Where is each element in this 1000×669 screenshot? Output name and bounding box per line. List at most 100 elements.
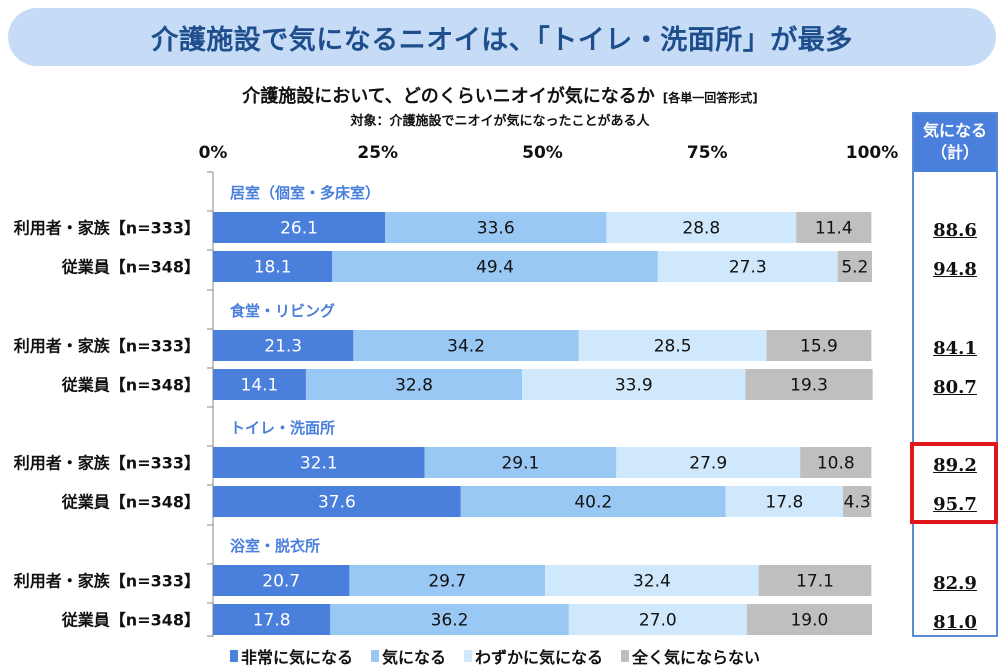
total-header-line2: （計） bbox=[930, 143, 979, 162]
bar-segment bbox=[213, 604, 331, 635]
data-label: 32.4 bbox=[633, 572, 671, 592]
bar-segment bbox=[568, 604, 747, 635]
bar-segment bbox=[305, 369, 523, 400]
legend-swatch bbox=[464, 650, 473, 662]
bar-segment bbox=[332, 251, 658, 282]
bar-segment bbox=[330, 604, 569, 635]
bar-segment bbox=[758, 565, 872, 596]
group-label: トイレ・洗面所 bbox=[230, 419, 335, 437]
data-label: 21.3 bbox=[264, 337, 302, 357]
legend-item: 気になる bbox=[371, 644, 446, 668]
data-label: 19.0 bbox=[790, 611, 828, 631]
row-label: 利用者・家族【n=333】 bbox=[14, 454, 200, 473]
bar-segment bbox=[800, 447, 872, 478]
target-description: 対象：介護施設でニオイが気になったことがある人 bbox=[350, 114, 650, 129]
data-label: 14.1 bbox=[241, 376, 279, 396]
data-label: 49.4 bbox=[476, 258, 514, 278]
bar-segment bbox=[213, 447, 425, 478]
total-value: 95.7 bbox=[933, 494, 977, 515]
bar-segment bbox=[213, 369, 306, 400]
bar-segment bbox=[213, 330, 354, 361]
bar-segment bbox=[213, 212, 385, 243]
data-label: 29.1 bbox=[501, 454, 539, 474]
row-label: 従業員【n=348】 bbox=[61, 493, 200, 512]
legend-label: わずかに気になる bbox=[475, 648, 604, 667]
data-label: 28.8 bbox=[682, 219, 720, 239]
row-label: 従業員【n=348】 bbox=[61, 258, 200, 277]
title-banner: 介護施設で気になるニオイは、「トイレ・洗面所」が最多 bbox=[8, 8, 996, 66]
data-label: 27.0 bbox=[639, 611, 677, 631]
bar-segment bbox=[766, 330, 872, 361]
data-label: 32.1 bbox=[300, 454, 338, 474]
x-tick-label: 50% bbox=[522, 143, 563, 163]
data-label: 27.3 bbox=[729, 258, 767, 278]
data-label: 27.9 bbox=[689, 454, 727, 474]
legend-label: 非常に気になる bbox=[241, 648, 354, 667]
legend-item: わずかに気になる bbox=[464, 644, 603, 668]
data-label: 33.9 bbox=[615, 376, 653, 396]
total-panel: 気になる （計） 88.6 94.8 84.1 80.7 89.2 95.7 82.9 81.… bbox=[912, 112, 998, 637]
x-tick-label: 0% bbox=[199, 143, 228, 163]
legend-swatch bbox=[230, 650, 238, 662]
bar-segment bbox=[616, 447, 801, 478]
bar-segment bbox=[657, 251, 838, 282]
row-label: 利用者・家族【n=333】 bbox=[14, 219, 200, 238]
x-tick-label: 75% bbox=[687, 143, 728, 163]
bar-segment bbox=[213, 486, 461, 517]
total-value: 89.2 bbox=[933, 455, 977, 476]
legend: 非常に気になる 気になる わずかに気になる 全く気にならない bbox=[230, 644, 760, 668]
data-label: 37.6 bbox=[318, 493, 356, 513]
bar-segment bbox=[353, 330, 579, 361]
legend-item: 全く気にならない bbox=[621, 644, 760, 668]
subtitle-note: [各単一回答形式] bbox=[662, 91, 758, 105]
total-header-line1: 気になる bbox=[922, 121, 987, 140]
bar-segment bbox=[745, 369, 873, 400]
total-value: 88.6 bbox=[933, 220, 977, 241]
bar-segment bbox=[460, 486, 726, 517]
row-label: 利用者・家族【n=333】 bbox=[14, 337, 200, 356]
data-label: 17.8 bbox=[765, 493, 803, 513]
data-label: 11.4 bbox=[815, 219, 853, 239]
total-value: 82.9 bbox=[933, 573, 977, 594]
group-label: 居室（個室・多床室） bbox=[230, 184, 380, 202]
highlight-box bbox=[910, 442, 998, 524]
bar-segment bbox=[725, 486, 844, 517]
x-tick-label: 100% bbox=[846, 143, 899, 163]
bar-segment bbox=[424, 447, 617, 478]
data-label: 15.9 bbox=[800, 337, 838, 357]
subtitle-text: 介護施設において、どのくらいニオイが気になるか bbox=[242, 86, 655, 107]
data-label: 40.2 bbox=[574, 493, 612, 513]
data-label: 10.8 bbox=[817, 454, 855, 474]
group-label: 食堂・リビング bbox=[230, 302, 335, 320]
data-label: 34.2 bbox=[447, 337, 485, 357]
bar-segment bbox=[746, 604, 872, 635]
data-label: 17.8 bbox=[253, 611, 291, 631]
legend-label: 全く気にならない bbox=[632, 648, 761, 667]
legend-item: 非常に気になる bbox=[230, 644, 353, 668]
legend-swatch bbox=[621, 650, 630, 662]
data-label: 19.3 bbox=[790, 376, 828, 396]
total-value: 94.8 bbox=[933, 259, 977, 280]
data-label: 26.1 bbox=[280, 219, 318, 239]
banner-title: 介護施設で気になるニオイは、「トイレ・洗面所」が最多 bbox=[151, 24, 853, 56]
data-label: 32.8 bbox=[395, 376, 433, 396]
bar-segment bbox=[545, 565, 759, 596]
legend-swatch bbox=[371, 650, 380, 662]
bar-segment bbox=[578, 330, 767, 361]
data-label: 33.6 bbox=[477, 219, 515, 239]
group-label: 浴室・脱衣所 bbox=[230, 537, 320, 555]
data-label: 20.7 bbox=[262, 572, 300, 592]
bar-segment bbox=[837, 251, 872, 282]
bar-segment bbox=[384, 212, 607, 243]
x-tick-label: 25% bbox=[357, 143, 398, 163]
total-value: 84.1 bbox=[933, 338, 977, 359]
total-value: 81.0 bbox=[933, 612, 977, 633]
legend-label: 気になる bbox=[382, 648, 447, 667]
bar-segment bbox=[522, 369, 746, 400]
row-label: 利用者・家族【n=333】 bbox=[14, 572, 200, 591]
data-label: 4.3 bbox=[844, 493, 871, 513]
bar-segment bbox=[606, 212, 797, 243]
data-label: 28.5 bbox=[654, 337, 692, 357]
bar-segment bbox=[843, 486, 872, 517]
